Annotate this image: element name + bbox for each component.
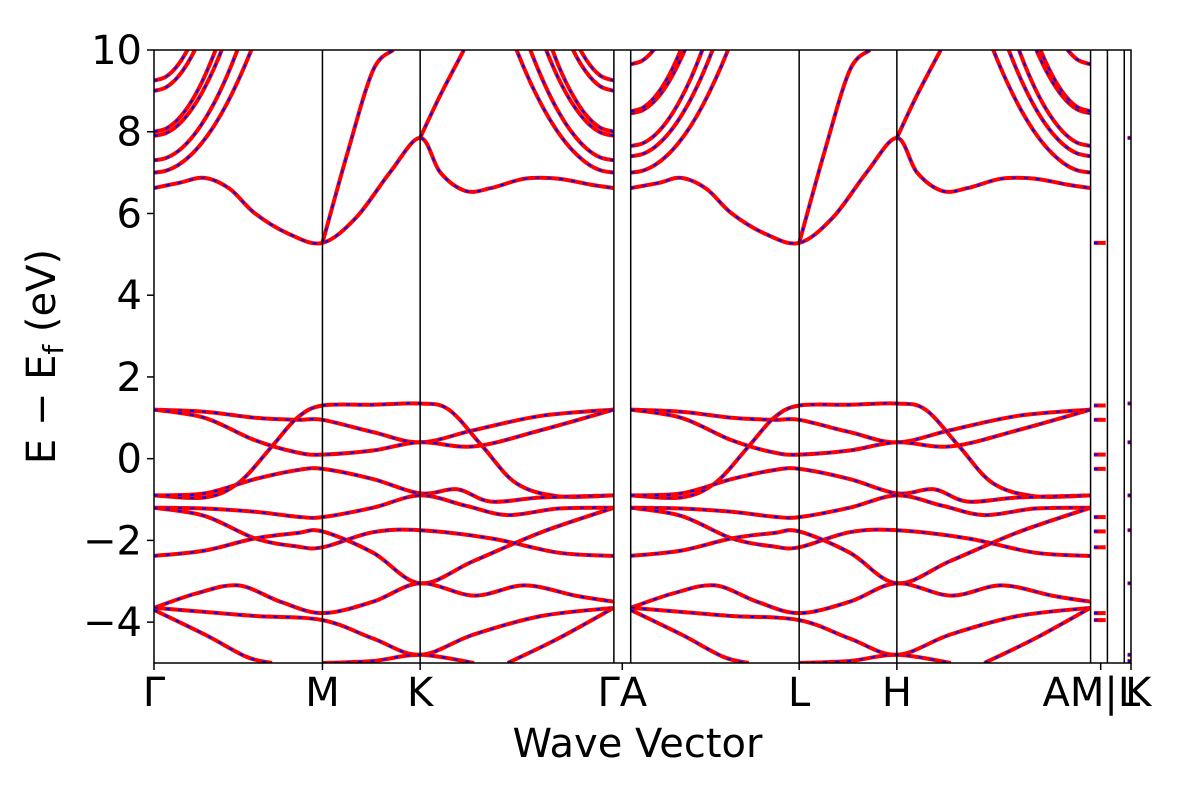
band-line-dashed-48 xyxy=(630,50,686,115)
x-tick-label: ΓA xyxy=(597,670,647,716)
band-line-6 xyxy=(154,466,614,504)
band-line-28 xyxy=(799,652,952,663)
band-line-51 xyxy=(1038,50,1092,114)
band-line-dashed-12 xyxy=(154,609,273,663)
band-line-dashed-49 xyxy=(1035,50,1091,115)
band-line-dashed-40 xyxy=(154,50,189,82)
band-line-dashed-9 xyxy=(154,506,615,585)
band-line-dashed-47 xyxy=(1017,50,1091,147)
band-line-dashed-13 xyxy=(322,653,475,663)
band-line-40 xyxy=(154,50,190,83)
x-axis-label: Wave Vector xyxy=(513,721,764,767)
band-line-13 xyxy=(322,652,475,663)
y-tick-label: −4 xyxy=(83,600,142,646)
plot-frame xyxy=(153,49,1132,664)
band-line-dashed-8 xyxy=(154,506,614,557)
y-axis-ticks: −4 −2 0 2 4 6 8 10 xyxy=(83,28,154,646)
x-axis-ticks: Γ M K ΓA L H AM|LK xyxy=(143,663,1153,716)
band-line-dashed-30 xyxy=(154,50,253,174)
band-line-29 xyxy=(983,606,1092,663)
y-tick-label: 10 xyxy=(91,28,142,74)
band-line-dashed-35 xyxy=(545,50,615,137)
y-tick-label: −2 xyxy=(83,518,142,564)
band-line-dashed-53 xyxy=(1066,50,1091,66)
band-line-dashed-22 xyxy=(630,494,1091,519)
band-line-dashed-29 xyxy=(983,606,1092,663)
y-tick-label: 2 xyxy=(117,355,142,401)
band-line-35 xyxy=(544,50,615,138)
band-line-dashed-6 xyxy=(154,467,614,503)
y-tick-label: 0 xyxy=(117,437,142,483)
band-line-30 xyxy=(154,50,254,175)
band-line-34 xyxy=(154,50,224,138)
band-line-dashed-32 xyxy=(154,50,239,162)
band-line-24 xyxy=(630,505,1092,586)
band-line-dashed-17 xyxy=(895,50,942,139)
band-line-3 xyxy=(154,407,615,445)
band-line-41 xyxy=(578,50,615,83)
x-tick-label: K xyxy=(1125,670,1153,716)
band-line-dashed-15 xyxy=(630,136,1091,245)
y-axis-label-text: E − Ef (eV) xyxy=(19,249,70,464)
band-line-dashed-42 xyxy=(630,50,730,174)
band-line-dashed-4 xyxy=(154,408,615,456)
y-tick-label: 8 xyxy=(117,110,142,156)
band-line-dashed-19 xyxy=(630,408,1091,456)
y-tick-label: 6 xyxy=(117,191,142,237)
y-axis-label: E − Ef (eV) xyxy=(19,249,70,464)
band-line-dashed-46 xyxy=(630,50,704,147)
x-tick-label: Γ xyxy=(143,670,166,716)
band-line-dashed-33 xyxy=(529,50,615,162)
band-line-dashed-25 xyxy=(630,582,1091,615)
x-tick-label: K xyxy=(407,670,435,716)
band-line-dashed-1 xyxy=(321,50,394,244)
band-line-52 xyxy=(630,50,657,67)
band-line-11 xyxy=(154,605,615,657)
band-line-dashed-10 xyxy=(154,582,615,615)
band-line-dashed-27 xyxy=(630,609,749,663)
band-line-31 xyxy=(514,50,615,175)
band-line-42 xyxy=(630,50,731,175)
x-tick-label: L xyxy=(788,670,811,716)
band-line-15 xyxy=(630,135,1091,246)
band-line-18 xyxy=(630,407,1091,445)
y-tick-label: 4 xyxy=(117,273,142,319)
band-line-dashed-11 xyxy=(154,606,615,656)
band-line-43 xyxy=(991,50,1091,175)
band-line-dashed-2 xyxy=(419,50,465,139)
band-line-dashed-34 xyxy=(154,50,223,137)
band-line-dashed-41 xyxy=(579,50,615,82)
band-line-14 xyxy=(506,606,615,663)
band-line-dashed-36 xyxy=(154,50,217,133)
band-line-dashed-44 xyxy=(630,50,714,158)
x-tick-label: AM|L xyxy=(1042,670,1140,716)
band-line-dashed-38 xyxy=(154,50,196,92)
band-line-53 xyxy=(1065,50,1092,67)
band-line-dashed-21 xyxy=(630,467,1091,503)
band-line-dashed-14 xyxy=(507,606,615,663)
band-line-dashed-31 xyxy=(515,50,615,174)
band-line-dashed-37 xyxy=(551,50,615,133)
band-line-dashed-52 xyxy=(630,50,655,66)
band-line-dashed-45 xyxy=(1007,50,1091,158)
band-line-39 xyxy=(570,50,615,93)
band-line-9 xyxy=(154,505,615,586)
band-line-0 xyxy=(154,135,615,246)
x-tick-label: M xyxy=(305,670,340,716)
band-line-dashed-23 xyxy=(630,506,1091,557)
band-line-dashed-7 xyxy=(154,494,614,519)
band-line-26 xyxy=(630,605,1091,657)
band-line-dashed-26 xyxy=(630,606,1091,656)
band-line-dashed-51 xyxy=(1039,50,1091,113)
band-line-dashed-28 xyxy=(799,653,951,663)
x-tick-label: H xyxy=(882,670,912,716)
band-line-dashed-0 xyxy=(154,136,615,245)
band-line-dashed-24 xyxy=(630,506,1091,585)
kpoint-divider-lines xyxy=(321,50,1126,663)
band-line-dashed-16 xyxy=(798,50,871,244)
band-lines xyxy=(154,50,1131,663)
band-line-21 xyxy=(630,466,1091,504)
band-line-dashed-50 xyxy=(630,50,682,113)
